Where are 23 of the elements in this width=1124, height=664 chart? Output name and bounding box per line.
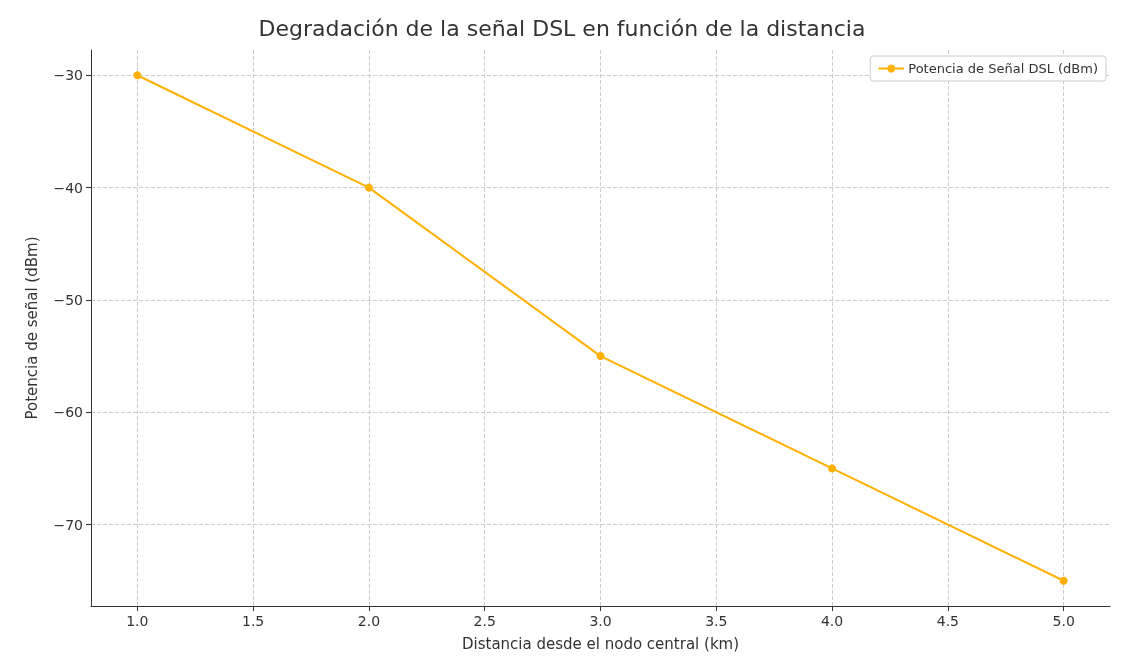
- point: [364, 183, 373, 192]
- x-tick-label: 1.5: [241, 613, 265, 629]
- x-tick-label: 2.5: [473, 613, 496, 629]
- x-tick-label: 3.0: [589, 613, 612, 629]
- x-axis-title: Distancia desde el nodo central (km): [461, 634, 740, 653]
- y-tick-label: −30: [53, 67, 83, 84]
- x-tick-label: 1.0: [126, 613, 149, 629]
- x-tick-label: 4.0: [820, 613, 844, 629]
- y-tick-label: −60: [53, 404, 83, 421]
- x-tick-label: 5.0: [1052, 613, 1075, 629]
- y-tick-label: −40: [53, 179, 83, 196]
- x-tick-label: 4.5: [936, 613, 960, 629]
- legend-label: Potencia de Señal DSL (dBm): [908, 61, 1098, 76]
- point: [828, 464, 837, 473]
- y-tick-label: −50: [53, 291, 83, 308]
- x-tick-label: 3.5: [705, 613, 728, 629]
- point: [133, 71, 142, 80]
- chart-title: Degradación de la señal DSL en función de la distancia: [258, 15, 866, 41]
- point: [596, 352, 605, 361]
- y-axis-title: Potencia de señal (dBm): [22, 236, 41, 420]
- x-tick-label: 2.0: [357, 613, 381, 629]
- y-tick-label: −70: [53, 516, 83, 533]
- point: [1059, 576, 1068, 585]
